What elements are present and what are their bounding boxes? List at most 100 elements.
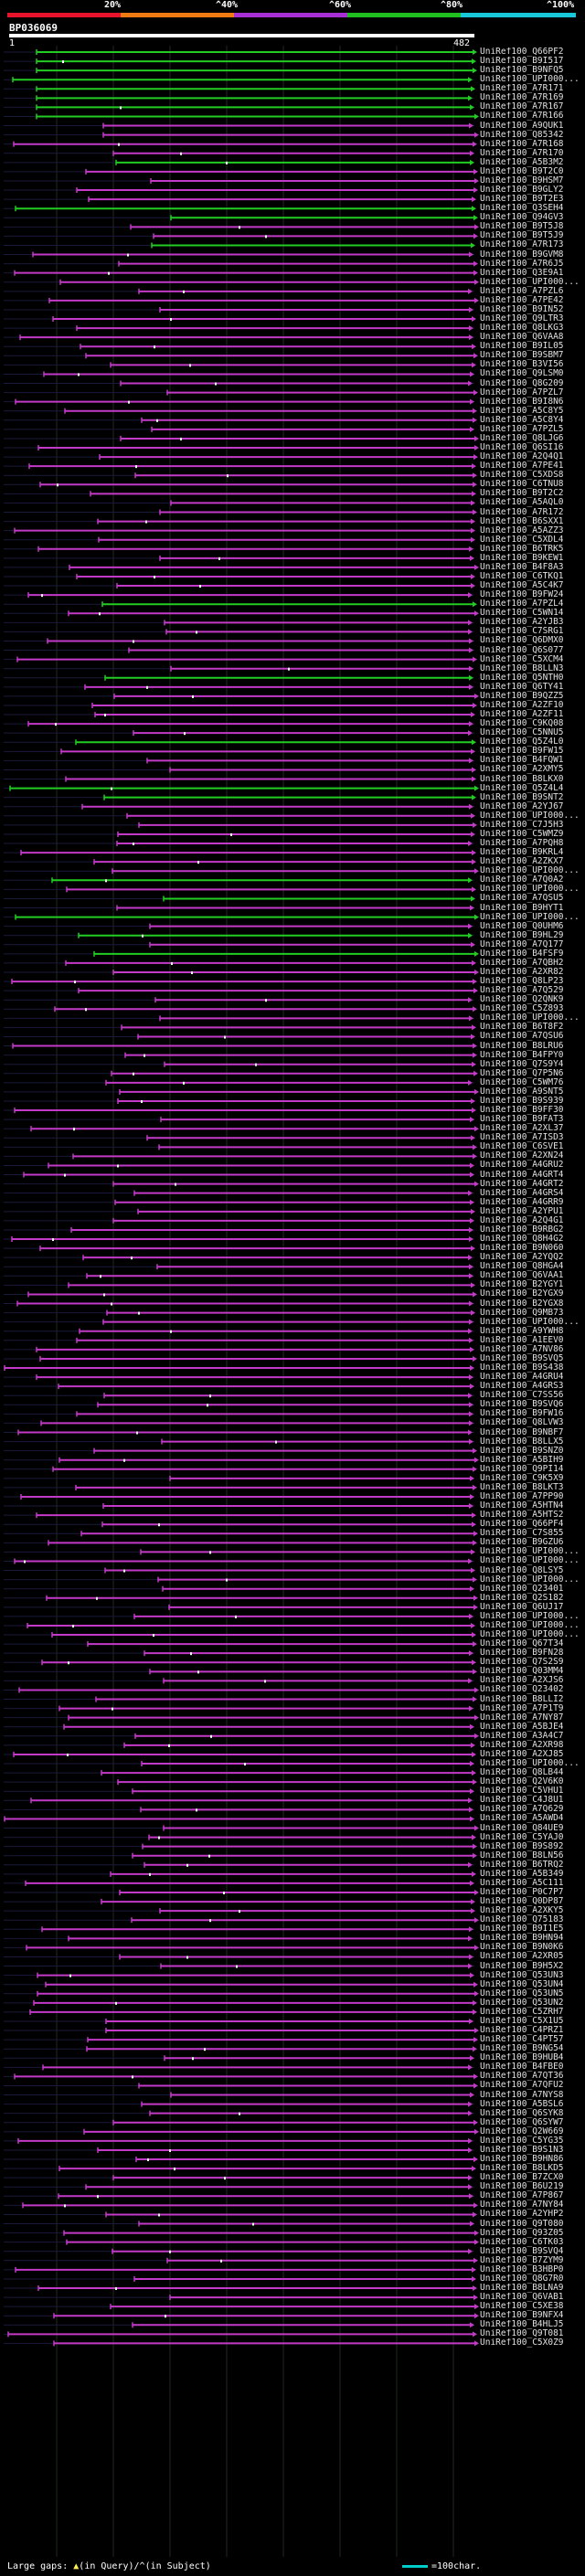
- hit-label[interactable]: UniRef100_A5AWD4: [480, 1814, 564, 1824]
- hit-label[interactable]: UniRef100_A7PZL6: [480, 286, 564, 296]
- hit-label[interactable]: UniRef100_A5HTS2: [480, 1511, 564, 1521]
- hit-label[interactable]: UniRef100_A2XJ85: [480, 1749, 564, 1759]
- hit-label[interactable]: UniRef100_A9YWH8: [480, 1326, 564, 1336]
- hit-label[interactable]: UniRef100_A7R168: [480, 139, 564, 149]
- hit-label[interactable]: UniRef100_B4FPY0: [480, 1050, 564, 1060]
- hit-label[interactable]: UniRef100_Q03MM4: [480, 1667, 564, 1677]
- hit-label[interactable]: UniRef100_B9NG54: [480, 2044, 564, 2054]
- hit-label[interactable]: UniRef100_C6TKQ1: [480, 571, 564, 581]
- hit-label[interactable]: UniRef100_UPI000...: [480, 1630, 580, 1640]
- hit-label[interactable]: UniRef100_UPI000...: [480, 1574, 580, 1585]
- hit-label[interactable]: UniRef100_UPI000...: [480, 1556, 580, 1566]
- hit-label[interactable]: UniRef100_A7R170: [480, 148, 564, 158]
- hit-label[interactable]: UniRef100_Q53UN5: [480, 1988, 564, 1998]
- hit-label[interactable]: UniRef100_Q3E9A1: [480, 268, 564, 278]
- hit-label[interactable]: UniRef100_Q2S182: [480, 1593, 564, 1603]
- hit-label[interactable]: UniRef100_C9KQ08: [480, 719, 564, 729]
- hit-label[interactable]: UniRef100_Q94GV3: [480, 213, 564, 223]
- hit-label[interactable]: UniRef100_A2YHP2: [480, 2210, 564, 2220]
- hit-label[interactable]: UniRef100_B8LKT3: [480, 1482, 564, 1492]
- hit-label[interactable]: UniRef100_A2Q4Q1: [480, 452, 564, 462]
- hit-label[interactable]: UniRef100_A2XR05: [480, 1952, 564, 1962]
- hit-label[interactable]: UniRef100_A2XJS6: [480, 1676, 564, 1686]
- hit-label[interactable]: UniRef100_UPI000...: [480, 912, 580, 922]
- hit-label[interactable]: UniRef100_UPI000...: [480, 1620, 580, 1630]
- hit-label[interactable]: UniRef100_B9S438: [480, 1363, 564, 1373]
- hit-label[interactable]: UniRef100_B8LKD5: [480, 2164, 564, 2174]
- hit-label[interactable]: UniRef100_B9N060: [480, 1244, 564, 1254]
- hit-label[interactable]: UniRef100_Q0UHM6: [480, 921, 564, 931]
- hit-label[interactable]: UniRef100_C5XE38: [480, 2302, 564, 2312]
- hit-label[interactable]: UniRef100_Q6DMX0: [480, 636, 564, 646]
- hit-label[interactable]: UniRef100_Q2W669: [480, 2126, 564, 2136]
- hit-label[interactable]: UniRef100_B3HBP0: [480, 2264, 564, 2274]
- hit-label[interactable]: UniRef100_A3A4C7: [480, 1731, 564, 1741]
- hit-label[interactable]: UniRef100_B9I8N6: [480, 397, 564, 407]
- hit-label[interactable]: UniRef100_C7SRG1: [480, 627, 564, 637]
- hit-label[interactable]: UniRef100_C5WN14: [480, 609, 564, 619]
- hit-label[interactable]: UniRef100_B2YGY1: [480, 1280, 564, 1290]
- hit-label[interactable]: UniRef100_Q8G209: [480, 378, 564, 388]
- hit-label[interactable]: UniRef100_B9T2C2: [480, 489, 564, 499]
- hit-label[interactable]: UniRef100_B9IN52: [480, 304, 564, 314]
- hit-label[interactable]: UniRef100_A7R173: [480, 240, 564, 250]
- hit-label[interactable]: UniRef100_B9SNT2: [480, 792, 564, 802]
- hit-label[interactable]: UniRef100_A2ZF11: [480, 710, 564, 720]
- hit-label[interactable]: UniRef100_C5XDS8: [480, 471, 564, 481]
- hit-label[interactable]: UniRef100_Q7S2S9: [480, 1658, 564, 1668]
- hit-label[interactable]: UniRef100_A2Q4G1: [480, 1215, 564, 1225]
- hit-label[interactable]: UniRef100_Q9LSM0: [480, 369, 564, 379]
- hit-label[interactable]: UniRef100_A7PZL4: [480, 599, 564, 610]
- hit-label[interactable]: UniRef100_Q23401: [480, 1584, 564, 1594]
- hit-label[interactable]: UniRef100_A4GRR9: [480, 1197, 564, 1207]
- hit-label[interactable]: UniRef100_B4FQW1: [480, 756, 564, 766]
- hit-label[interactable]: UniRef100_B9FF30: [480, 1106, 564, 1116]
- hit-label[interactable]: UniRef100_A9SNT5: [480, 1087, 564, 1097]
- hit-label[interactable]: UniRef100_A2ZKX7: [480, 857, 564, 867]
- hit-label[interactable]: UniRef100_A2YJB3: [480, 618, 564, 628]
- hit-label[interactable]: UniRef100_B9NBF7: [480, 1427, 564, 1437]
- hit-label[interactable]: UniRef100_Q8LP23: [480, 977, 564, 987]
- hit-label[interactable]: UniRef100_A7P867: [480, 2191, 564, 2201]
- hit-label[interactable]: UniRef100_Q75183: [480, 1915, 564, 1925]
- hit-label[interactable]: UniRef100_A7R166: [480, 111, 564, 122]
- hit-label[interactable]: UniRef100_A7QFU2: [480, 2081, 564, 2091]
- hit-label[interactable]: UniRef100_A7PP90: [480, 1491, 564, 1501]
- hit-label[interactable]: UniRef100_B8LKX0: [480, 774, 564, 784]
- hit-label[interactable]: UniRef100_B9SBM7: [480, 351, 564, 361]
- hit-label[interactable]: UniRef100_B9SVQ4: [480, 2246, 564, 2256]
- hit-label[interactable]: UniRef100_B9S892: [480, 1841, 564, 1851]
- hit-label[interactable]: UniRef100_B9NFQ5: [480, 66, 564, 76]
- hit-label[interactable]: UniRef100_A5C8Y4: [480, 415, 564, 425]
- hit-label[interactable]: UniRef100_A2YJ67: [480, 801, 564, 811]
- hit-label[interactable]: UniRef100_B9HN94: [480, 1934, 564, 1944]
- hit-label[interactable]: UniRef100_Q6VAB1: [480, 2293, 564, 2303]
- hit-label[interactable]: UniRef100_Q8LB44: [480, 1768, 564, 1778]
- hit-label[interactable]: UniRef100_Q8LVW3: [480, 1418, 564, 1428]
- hit-label[interactable]: UniRef100_B9H5X2: [480, 1961, 564, 1971]
- hit-label[interactable]: UniRef100_A4GRT4: [480, 1170, 564, 1180]
- hit-label[interactable]: UniRef100_C4PT57: [480, 2035, 564, 2045]
- hit-label[interactable]: UniRef100_Q6SYK8: [480, 2108, 564, 2118]
- hit-label[interactable]: UniRef100_Q5Z4L0: [480, 737, 564, 747]
- hit-label[interactable]: UniRef100_UPI000...: [480, 75, 580, 85]
- hit-label[interactable]: UniRef100_Q2QNK9: [480, 995, 564, 1005]
- hit-label[interactable]: UniRef100_B9FAT3: [480, 1115, 564, 1125]
- hit-label[interactable]: UniRef100_UPI000...: [480, 885, 580, 895]
- hit-label[interactable]: UniRef100_UPI000...: [480, 1759, 580, 1769]
- hit-label[interactable]: UniRef100_UPI000...: [480, 1317, 580, 1327]
- hit-label[interactable]: UniRef100_Q2V6K0: [480, 1777, 564, 1787]
- hit-label[interactable]: UniRef100_A9QUK1: [480, 121, 564, 131]
- hit-label[interactable]: UniRef100_C5NNU5: [480, 728, 564, 738]
- hit-label[interactable]: UniRef100_A7Q177: [480, 939, 564, 949]
- hit-label[interactable]: UniRef100_A7PZL5: [480, 424, 564, 434]
- hit-label[interactable]: UniRef100_A2ZF10: [480, 700, 564, 710]
- hit-label[interactable]: UniRef100_B8LNA9: [480, 2284, 564, 2293]
- hit-label[interactable]: UniRef100_B9FW24: [480, 590, 564, 600]
- hit-label[interactable]: UniRef100_B6TRQ2: [480, 1860, 564, 1870]
- hit-label[interactable]: UniRef100_Q84UE9: [480, 1823, 564, 1833]
- hit-label[interactable]: UniRef100_C5YAJ0: [480, 1832, 564, 1842]
- hit-label[interactable]: UniRef100_Q8LSY5: [480, 1565, 564, 1575]
- hit-label[interactable]: UniRef100_UPI000...: [480, 1013, 580, 1023]
- hit-label[interactable]: UniRef100_Q6VAA8: [480, 333, 564, 343]
